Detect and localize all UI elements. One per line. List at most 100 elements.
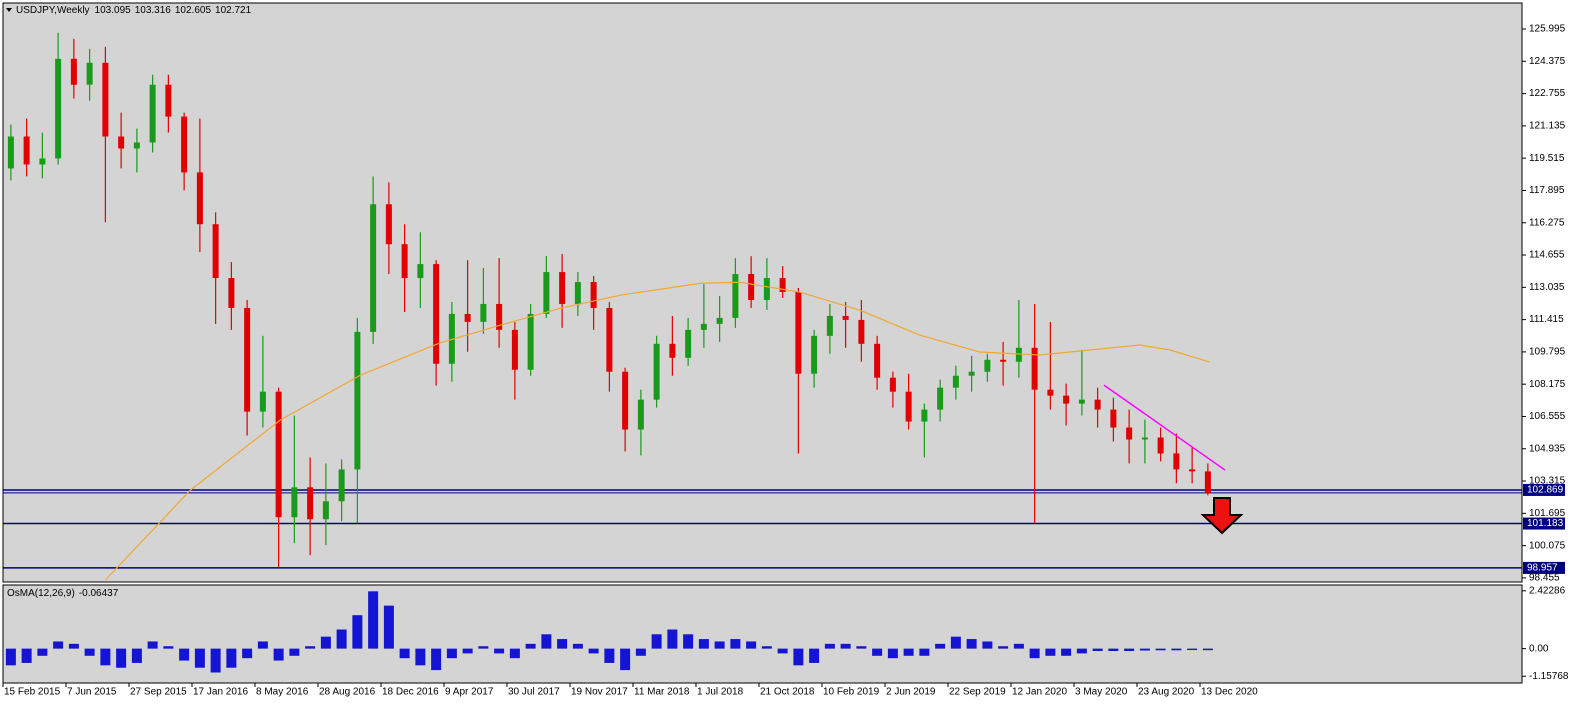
chart-header: USDJPY,Weekly 103.095 103.316 102.605 102.72… <box>16 5 252 16</box>
osma-bar <box>651 634 662 649</box>
candle-body <box>417 264 424 279</box>
y-tick-label: 106.555 <box>1529 411 1566 422</box>
candle-body <box>433 264 440 364</box>
osma-bar <box>950 636 961 649</box>
osma-bar <box>1013 643 1024 649</box>
x-tick-label: 3 May 2020 <box>1075 687 1128 698</box>
osma-bar <box>557 639 568 649</box>
candle-body <box>196 172 203 225</box>
osma-bar <box>68 643 79 649</box>
candle-body <box>653 343 660 400</box>
level-tag <box>1523 483 1565 496</box>
osma-bar <box>793 648 804 666</box>
osma-panel <box>2 584 1523 684</box>
candle-body <box>259 391 266 412</box>
level-tag-label: 102.869 <box>1527 485 1564 496</box>
y-tick-label: 98.455 <box>1529 573 1560 584</box>
candle-body <box>968 371 975 376</box>
osma-bar <box>541 634 552 649</box>
candle-body <box>212 224 219 279</box>
trendline <box>1103 384 1226 471</box>
candle-body <box>937 387 944 410</box>
candle-body <box>748 274 755 300</box>
candle-body <box>480 303 487 322</box>
osma-bar <box>210 648 221 673</box>
osma-bar <box>352 615 363 649</box>
candle-body <box>1141 437 1148 440</box>
osma-bar <box>1202 648 1213 651</box>
y-tick-label: 121.135 <box>1529 121 1566 132</box>
x-tick-label: 22 Sep 2019 <box>949 687 1006 698</box>
level-tag <box>1523 561 1565 574</box>
osma-bar <box>588 648 599 654</box>
osma-bar <box>635 648 646 656</box>
candle-body <box>7 136 14 169</box>
y-tick-label: 0.00 <box>1529 643 1549 654</box>
candle-body <box>685 329 692 358</box>
main-plot <box>3 32 1522 581</box>
candle-body <box>1204 471 1211 493</box>
osma-bar <box>37 648 48 656</box>
osma-bar <box>840 643 851 649</box>
x-tick-label: 11 Mar 2018 <box>634 687 690 698</box>
candle-body <box>448 313 455 364</box>
candle-body <box>86 62 93 85</box>
header-value: 103.316 <box>135 5 172 16</box>
osma-bar <box>966 639 977 649</box>
osma-bar <box>273 648 284 661</box>
x-tick-label: 23 Aug 2020 <box>1138 687 1195 698</box>
candle-body <box>244 307 251 412</box>
candle-body <box>133 142 140 149</box>
candle-body <box>401 244 408 279</box>
axes: 125.995 124.375 122.755 121.135 119.515 117.8… <box>2 24 1569 698</box>
osma-plot <box>5 591 1213 673</box>
candle-body <box>181 116 188 173</box>
candle-body <box>55 58 62 159</box>
osma-bar <box>1061 648 1072 656</box>
candle-body <box>1110 409 1117 428</box>
osma-bar <box>604 648 615 663</box>
candle-body <box>1015 347 1022 362</box>
candle-body <box>70 58 77 85</box>
osma-bar <box>320 636 331 649</box>
osma-bar <box>1171 648 1182 651</box>
osma-bar <box>226 648 237 668</box>
candle-body <box>984 359 991 372</box>
osma-bar <box>761 646 772 649</box>
collapse-icon <box>6 8 12 12</box>
osma-bar <box>257 641 268 649</box>
candle-body <box>1094 399 1101 410</box>
candle-body <box>23 136 30 165</box>
candle-body <box>1173 453 1180 470</box>
candle-body <box>39 158 46 165</box>
x-tick-label: 17 Jan 2016 <box>193 687 248 698</box>
osma-value: -0.06437 <box>79 588 119 599</box>
osma-bar <box>809 648 820 663</box>
candle-body <box>669 343 676 358</box>
candle-body <box>149 84 156 143</box>
y-tick-label: 2.42286 <box>1529 585 1566 596</box>
x-tick-label: 19 Nov 2017 <box>571 687 628 698</box>
candle-body <box>826 315 833 336</box>
osma-bar <box>478 646 489 649</box>
down-arrow <box>1200 497 1244 535</box>
candle-body <box>921 409 928 422</box>
y-tick-label: 104.935 <box>1529 443 1566 454</box>
osma-bar <box>1092 648 1103 652</box>
osma-bar <box>856 646 867 649</box>
y-tick-label: 119.515 <box>1529 153 1565 164</box>
candle-body <box>842 315 849 320</box>
osma-title: OsMA(12,26,9) <box>7 588 75 599</box>
candle-body <box>559 272 566 304</box>
osma-header: OsMA(12,26,9) -0.06437 <box>7 588 119 599</box>
y-tick-label: 101.695 <box>1529 508 1566 519</box>
candle-body <box>354 331 361 470</box>
candle-body <box>385 204 392 245</box>
candle-body <box>1078 399 1085 404</box>
y-tick-label: 111.415 <box>1529 314 1564 325</box>
osma-bar <box>1029 648 1040 659</box>
osma-bar <box>336 629 347 649</box>
osma-bar <box>935 643 946 649</box>
osma-bar <box>431 648 442 671</box>
main-panel <box>2 2 1523 583</box>
